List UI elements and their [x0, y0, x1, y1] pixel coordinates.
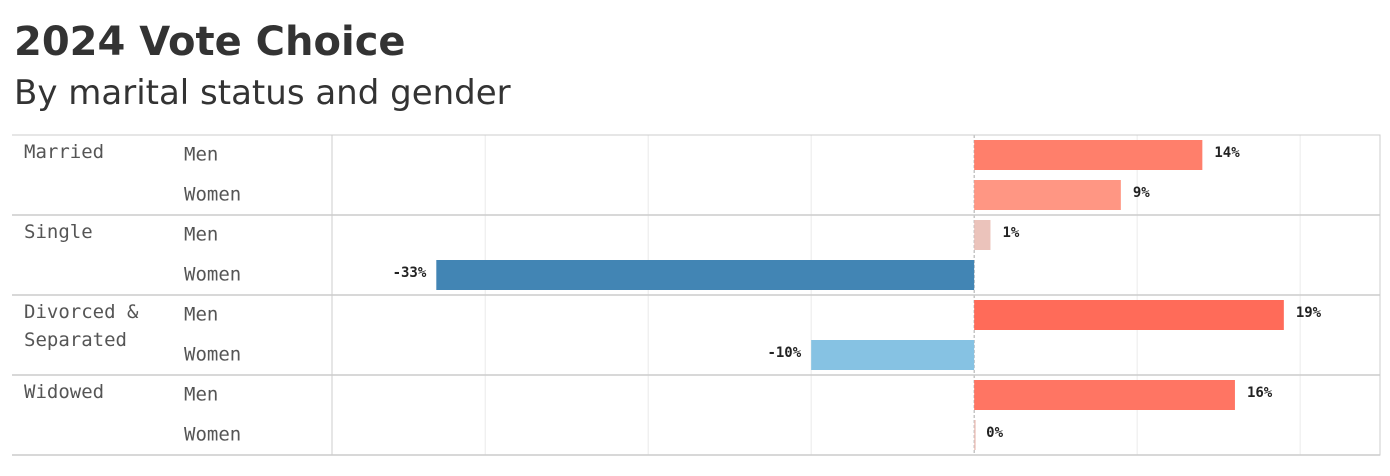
bar [974, 420, 976, 450]
bar [974, 180, 1121, 210]
value-label: -33% [393, 265, 427, 281]
category-label: Men [184, 224, 218, 246]
value-label: 19% [1296, 305, 1322, 321]
chart-subtitle: By marital status and gender [14, 73, 511, 113]
bar [974, 380, 1235, 410]
group-label: Widowed [24, 381, 105, 403]
bar [811, 340, 975, 370]
group-label: Divorced & Separated [24, 301, 139, 351]
bar [974, 220, 991, 250]
category-label: Women [184, 264, 241, 286]
group-label-box: Married [24, 141, 105, 163]
category-label: Women [184, 424, 241, 446]
bar [436, 260, 975, 290]
value-label: 0% [986, 425, 1003, 441]
category-label: Men [184, 304, 218, 326]
value-label: 16% [1247, 385, 1273, 401]
category-label: Women [184, 184, 241, 206]
bar [974, 300, 1284, 330]
chart-title: 2024 Vote Choice [14, 19, 406, 65]
value-label: 14% [1214, 145, 1240, 161]
group-label-box: Widowed [24, 381, 105, 403]
group-label-box: Single [24, 221, 93, 243]
category-label: Women [184, 344, 241, 366]
value-label: 9% [1133, 185, 1150, 201]
group-label-box: Divorced & Separated [24, 301, 139, 351]
value-label: 1% [1002, 225, 1019, 241]
value-label: -10% [767, 345, 801, 361]
group-label: Single [24, 221, 93, 243]
category-label: Men [184, 144, 218, 166]
category-label: Men [184, 384, 218, 406]
bar [974, 140, 1203, 170]
group-label: Married [24, 141, 105, 163]
